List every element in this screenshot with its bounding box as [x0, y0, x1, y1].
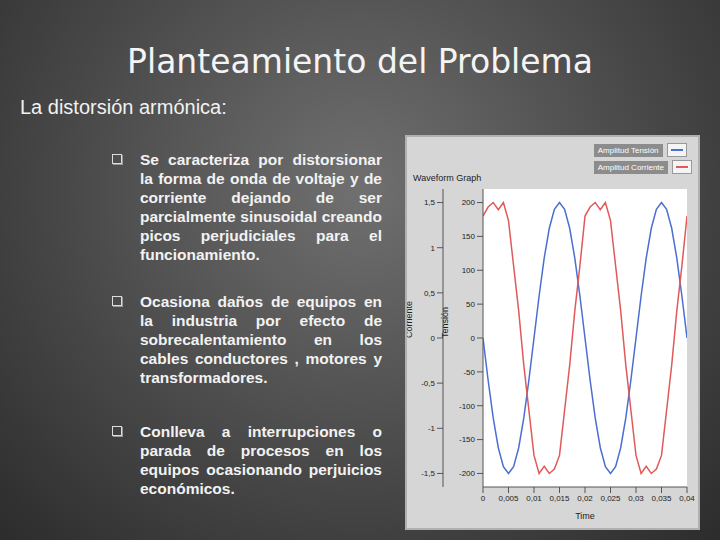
svg-text:-0,5: -0,5 — [421, 379, 435, 388]
svg-text:Corriente: Corriente — [407, 301, 414, 338]
svg-text:0,015: 0,015 — [549, 494, 570, 503]
html-text:Planteamiento del Problema: Planteamiento del Problema — [127, 42, 593, 81]
svg-text:0,04: 0,04 — [679, 494, 695, 503]
svg-text:-1: -1 — [428, 424, 436, 433]
svg-text:0,03: 0,03 — [628, 494, 644, 503]
svg-text:0,005: 0,005 — [498, 494, 519, 503]
svg-text:-200: -200 — [459, 469, 476, 478]
svg-text:0,035: 0,035 — [651, 494, 672, 503]
svg-text:0,01: 0,01 — [526, 494, 542, 503]
html-text:Conlleva a interrupciones o pa: Conlleva a interrupciones o parada de pr… — [140, 423, 382, 497]
html-text:Ocasiona daños de equipos en l: Ocasiona daños de equipos en la industri… — [140, 293, 382, 386]
svg-text:-50: -50 — [463, 368, 475, 377]
html-text:Amplitud Tensión: Amplitud Tensión — [597, 145, 659, 155]
svg-text:-100: -100 — [459, 402, 476, 411]
svg-text:-1,5: -1,5 — [421, 469, 435, 478]
svg-text:-150: -150 — [459, 435, 476, 444]
svg-text:0,025: 0,025 — [600, 494, 621, 503]
svg-text:0: 0 — [431, 334, 436, 343]
svg-text:0,02: 0,02 — [577, 494, 593, 503]
html-text:La distorsión armónica:: La distorsión armónica: — [20, 96, 227, 118]
svg-text:1: 1 — [431, 244, 436, 253]
svg-text:1,5: 1,5 — [424, 198, 436, 207]
svg-text:Time: Time — [575, 511, 595, 521]
svg-text:0,5: 0,5 — [424, 289, 436, 298]
svg-text:150: 150 — [462, 232, 476, 241]
svg-text:200: 200 — [462, 198, 476, 207]
html-text:Se caracteriza por distorsiona: Se caracteriza por distorsionar la forma… — [140, 151, 382, 263]
svg-text:0: 0 — [481, 494, 486, 503]
html-text:Waveform Graph: Waveform Graph — [413, 173, 482, 183]
svg-text:Tensión: Tensión — [440, 307, 450, 338]
svg-text:50: 50 — [466, 300, 475, 309]
svg-text:0: 0 — [471, 334, 476, 343]
svg-text:100: 100 — [462, 266, 476, 275]
html-text:Amplitud Corriente: Amplitud Corriente — [597, 162, 664, 172]
